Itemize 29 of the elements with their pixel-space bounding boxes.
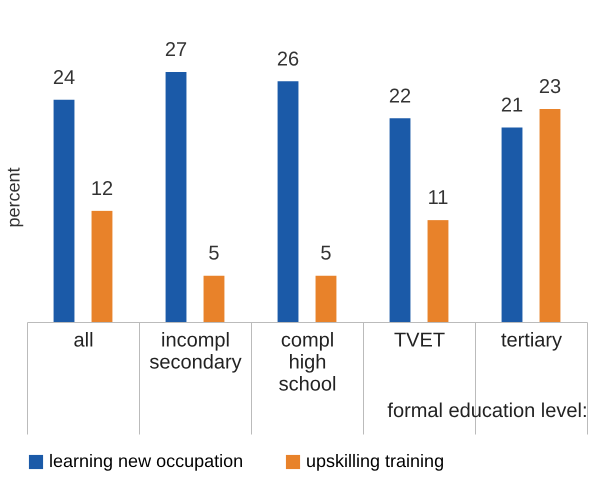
data-label: 22 — [388, 85, 412, 108]
bar — [540, 109, 560, 322]
x-tick-label: all — [73, 330, 94, 352]
legend-label: learning new occupation — [49, 451, 244, 471]
bar — [204, 276, 224, 322]
bar — [390, 118, 410, 322]
bar — [54, 100, 74, 322]
data-label: 12 — [90, 178, 114, 200]
x-tick-label: compl high school — [278, 330, 336, 396]
bar — [278, 81, 298, 322]
x-tick-label: tertiary — [500, 330, 562, 352]
data-label: 23 — [538, 76, 562, 98]
y-axis-title: percent — [4, 167, 24, 228]
x-tick-label: TVET — [394, 330, 446, 352]
data-label: 24 — [52, 66, 76, 89]
data-label: 5 — [208, 242, 220, 265]
x-axis-title: formal education level: — [387, 400, 588, 422]
data-label: 26 — [276, 48, 300, 70]
bar — [428, 220, 448, 322]
data-label: 21 — [500, 94, 524, 117]
data-label: 5 — [320, 242, 332, 265]
x-tick-label: incompl secondary — [149, 330, 242, 374]
legend-label: upskilling training — [306, 451, 444, 471]
bar — [316, 276, 336, 322]
data-label: 27 — [164, 39, 188, 61]
data-label: 11 — [428, 187, 448, 210]
bar — [502, 128, 522, 322]
bar — [166, 72, 186, 322]
bar — [92, 210, 112, 322]
